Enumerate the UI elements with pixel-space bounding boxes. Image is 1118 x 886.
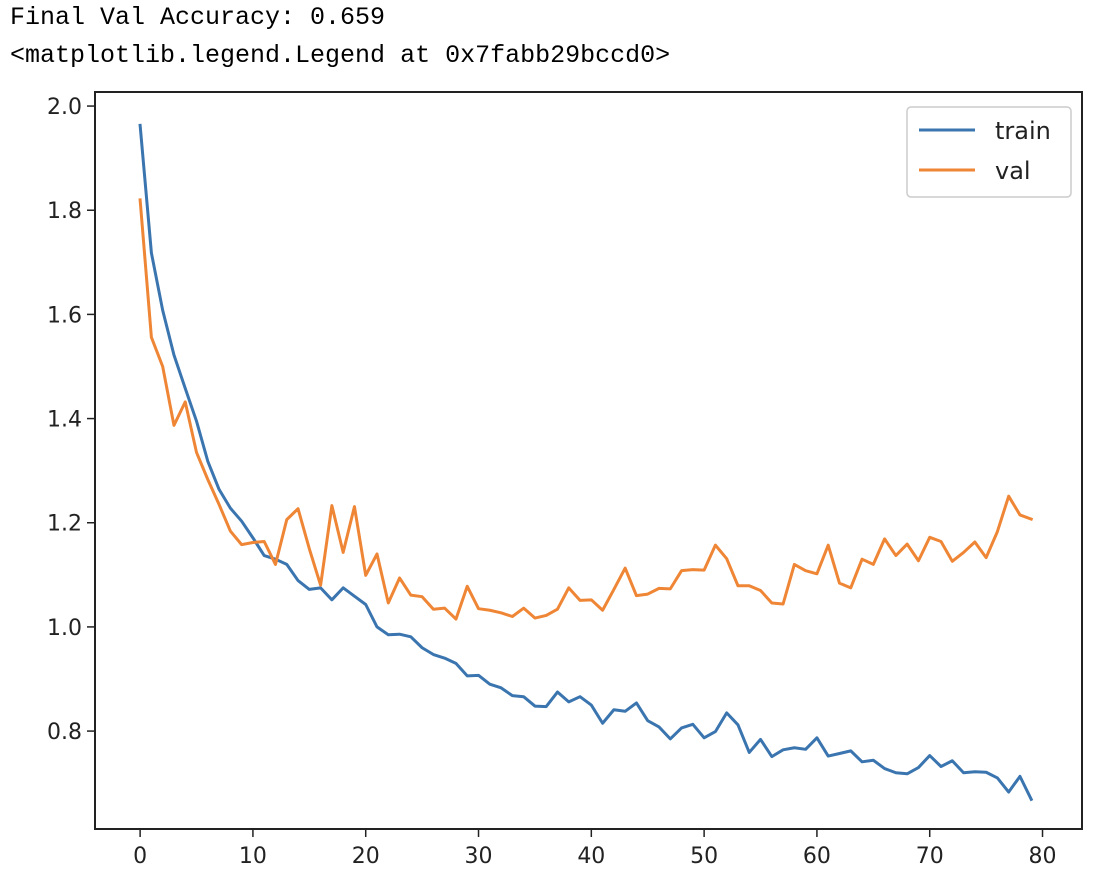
legend-label-train: train [995,117,1051,145]
y-tick-label: 1.8 [47,199,82,224]
y-tick-label: 1.4 [47,408,82,433]
series-line-train [138,123,1034,802]
series-layer [138,123,1034,802]
y-tick-label: 1.2 [47,512,82,537]
legend-repr-output: <matplotlib.legend.Legend at 0x7fabb29bc… [10,41,671,70]
legend-label-val: val [995,157,1031,185]
x-tick-label: 40 [577,844,605,869]
x-tick-label: 30 [465,844,493,869]
x-tick-label: 50 [690,844,718,869]
x-tick-label: 10 [239,844,267,869]
y-tick-label: 2.0 [47,95,82,120]
x-tick-label: 60 [803,844,831,869]
x-tick-label: 80 [1029,844,1057,869]
legend: train val [906,106,1072,198]
y-tick-label: 1.6 [47,303,82,328]
x-tick-label: 70 [916,844,944,869]
axes-frame [94,91,1083,830]
y-tick-label: 1.0 [47,616,82,641]
tick-layer: 0 10 20 30 40 50 60 70 80 0.8 1.0 1.2 1.4 1.6 1.8 2.0 [47,95,1057,869]
final-val-accuracy-output: Final Val Accuracy: 0.659 [10,3,386,32]
x-tick-label: 0 [133,844,147,869]
y-tick-label: 0.8 [47,720,82,745]
x-tick-label: 20 [352,844,380,869]
series-line-val [138,198,1034,621]
